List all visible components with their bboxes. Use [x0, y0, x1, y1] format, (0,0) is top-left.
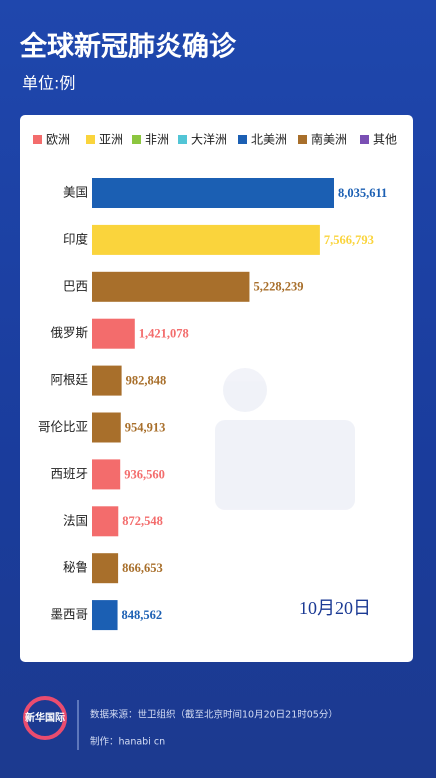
legend-swatch — [86, 135, 95, 144]
bar — [92, 553, 119, 584]
value-label: 7,566,793 — [324, 233, 374, 247]
legend-label: 其他 — [373, 133, 397, 147]
bar — [92, 600, 118, 631]
y-tick-label: 印度 — [63, 231, 89, 246]
watermark — [215, 368, 355, 510]
bar — [92, 224, 320, 255]
legend-swatch — [238, 135, 247, 144]
y-tick-label: 法国 — [63, 513, 88, 528]
y-tick-label: 巴西 — [63, 278, 88, 293]
bar — [92, 178, 334, 208]
credit: 制作：hanabi cn — [90, 736, 165, 748]
legend-swatch — [360, 135, 369, 144]
y-tick-label: 美国 — [63, 185, 88, 200]
legend-label: 北美洲 — [251, 133, 287, 147]
legend-label: 亚洲 — [99, 133, 123, 147]
value-label: 866,653 — [122, 561, 163, 575]
value-label: 936,560 — [124, 467, 165, 481]
legend-swatch — [298, 135, 307, 144]
chart-title: 全球新冠肺炎确诊 — [19, 31, 237, 63]
logo-ring — [23, 696, 67, 740]
chart-subtitle: 单位:例 — [22, 74, 75, 93]
y-tick-label: 阿根廷 — [50, 372, 88, 387]
bar — [92, 412, 121, 443]
bar — [92, 318, 135, 349]
legend-label: 南美洲 — [311, 132, 347, 147]
value-label: 5,228,239 — [253, 280, 303, 294]
annotation: 10月20日 — [299, 598, 371, 618]
bar — [92, 365, 122, 396]
y-tick-label: 西班牙 — [50, 466, 88, 481]
value-label: 8,035,611 — [338, 186, 387, 200]
value-label: 1,421,078 — [139, 327, 189, 341]
legend-label: 欧洲 — [46, 133, 70, 147]
legend-label: 大洋洲 — [191, 132, 227, 147]
y-tick-label: 哥伦比亚 — [38, 419, 88, 434]
source: 数据来源：世卫组织（截至北京时间10月20日21时05分） — [90, 709, 338, 721]
y-tick-label: 俄罗斯 — [50, 325, 88, 340]
value-label: 954,913 — [125, 420, 166, 434]
y-tick-label: 墨西哥 — [50, 607, 88, 622]
legend-swatch — [33, 135, 42, 144]
bar — [92, 459, 121, 490]
value-label: 848,562 — [122, 608, 163, 622]
logo: 新华国际 — [25, 711, 65, 724]
legend-label: 非洲 — [145, 133, 169, 147]
y-tick-label: 秘鲁 — [63, 560, 88, 575]
value-label: 872,548 — [122, 514, 163, 528]
legend-swatch — [178, 135, 187, 144]
bar — [92, 271, 250, 302]
value-label: 982,848 — [126, 373, 167, 387]
bar — [92, 506, 119, 537]
legend-swatch — [132, 135, 141, 144]
